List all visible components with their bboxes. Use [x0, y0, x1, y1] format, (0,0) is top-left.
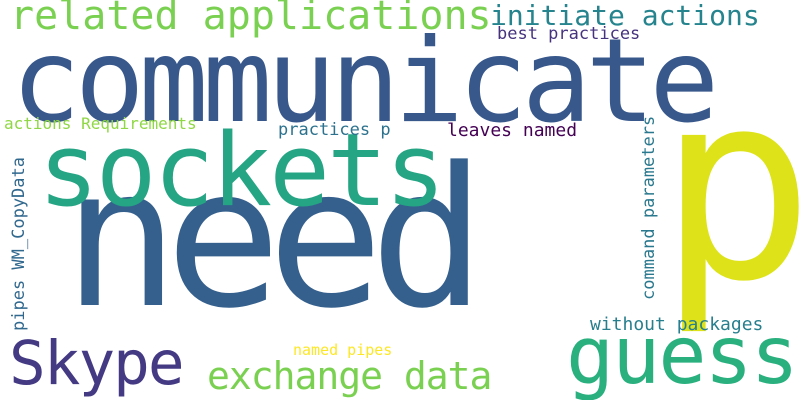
word-guess: guess — [566, 309, 799, 400]
word-p: p — [658, 37, 800, 339]
word-communicate: communicate — [11, 14, 719, 149]
word-practices-p: practices p — [278, 120, 391, 140]
word-command-parameters: command parameters — [639, 115, 659, 300]
word-related-applications: related applications — [10, 0, 492, 39]
word-need: need — [63, 126, 486, 351]
word-leaves-named: leaves named — [447, 120, 578, 141]
word-sockets: sockets — [38, 111, 446, 229]
word-pipes-wm-copydata: pipes WM_CopyData — [9, 157, 29, 331]
word-actions-requirements: actions Requirements — [4, 114, 197, 133]
word-best-practices: best practices — [497, 24, 641, 44]
word-exchange-data: exchange data — [207, 354, 492, 398]
word-initiate-actions: initiate actions — [490, 0, 760, 32]
word-skype: Skype — [9, 328, 185, 399]
word-without-packages: without packages — [590, 314, 764, 335]
word-named-pipes: named pipes — [293, 341, 393, 359]
